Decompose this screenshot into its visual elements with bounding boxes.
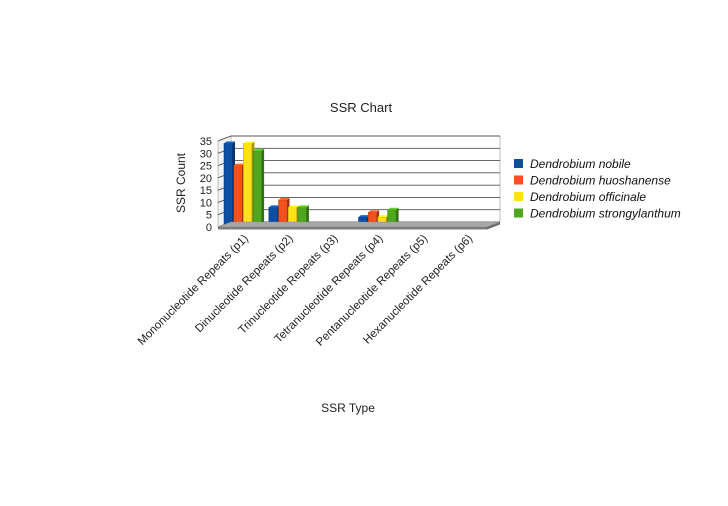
plot-floor-edge [218, 227, 487, 230]
y-tick-label: 20 [200, 173, 212, 185]
y-tick-label: 25 [200, 161, 212, 173]
legend-item: Dendrobium huoshanense [514, 174, 671, 188]
bar-top [387, 207, 399, 210]
bar [223, 141, 235, 228]
bar-top [377, 215, 389, 218]
legend: Dendrobium nobile Dendrobium huoshanense D… [514, 157, 681, 221]
gridline [217, 135, 500, 142]
x-axis-title: SSR Type [321, 401, 375, 415]
y-tick-label: 5 [206, 210, 212, 222]
bar [297, 205, 309, 228]
bar-front [223, 143, 233, 228]
bar-top [233, 163, 245, 166]
bar-front [252, 150, 262, 228]
x-axis-labels: Mononucleotide Repeats (p1)Dinucleotide … [136, 233, 475, 349]
y-tick-label: 30 [200, 148, 212, 160]
bar-top [268, 205, 280, 208]
legend-swatch [514, 175, 523, 185]
bar-top [243, 141, 255, 144]
legend-label: Dendrobium strongylanthum [530, 207, 681, 221]
bar-top [368, 210, 380, 213]
legend-item: Dendrobium nobile [514, 157, 631, 171]
bar-top [253, 148, 265, 151]
legend-label: Dendrobium huoshanense [530, 174, 671, 188]
bar-top [288, 205, 300, 208]
legend-label: Dendrobium nobile [530, 157, 631, 171]
bar-front [243, 143, 253, 228]
bars [223, 141, 399, 228]
chart-title: SSR Chart [330, 100, 393, 115]
bar-top [297, 205, 309, 208]
bar-front [233, 165, 243, 228]
bar-side [261, 148, 265, 227]
y-axis-title: SSR Count [174, 152, 188, 213]
bar [243, 141, 255, 228]
legend-item: Dendrobium officinale [514, 190, 646, 204]
plot-floor-corner [487, 222, 500, 230]
y-tick-label: 35 [200, 136, 212, 148]
y-tick-label: 15 [200, 185, 212, 197]
plot-floor-top [217, 221, 501, 228]
legend-swatch [514, 159, 523, 168]
y-tick-label: 10 [200, 197, 212, 209]
bar [233, 163, 245, 228]
bar-top [224, 141, 235, 144]
legend-item: Dendrobium strongylanthum [514, 207, 681, 221]
bar [252, 148, 265, 228]
legend-swatch [514, 208, 523, 218]
plot-floor [217, 221, 501, 230]
bar-top [358, 215, 370, 218]
bar-side [306, 205, 309, 227]
legend-label: Dendrobium officinale [530, 190, 646, 204]
legend-swatch [514, 192, 523, 201]
bar-top [278, 197, 290, 200]
y-tick-label: 0 [206, 222, 212, 234]
